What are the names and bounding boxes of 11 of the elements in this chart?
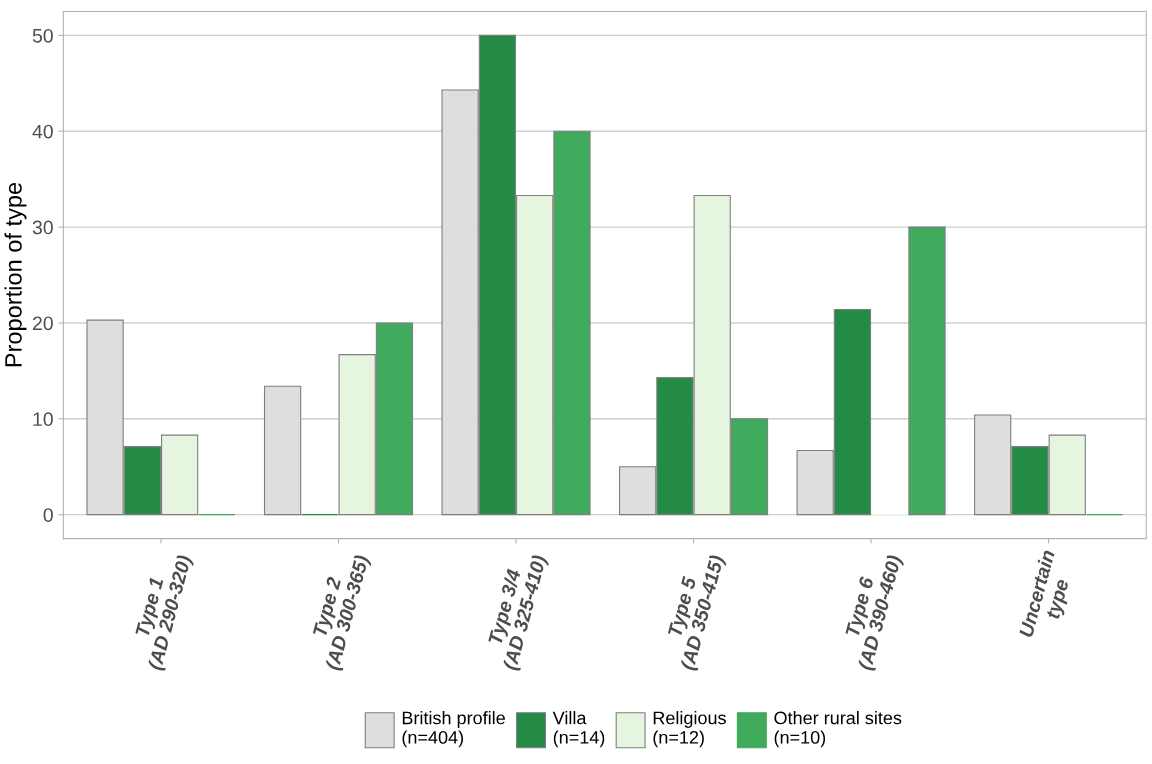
y-tick-label: 40: [32, 124, 53, 139]
y-tick-label: 50: [32, 28, 53, 43]
legend-label: Villa (n=14): [552, 711, 605, 748]
y-tick-label: 20: [32, 316, 53, 331]
legend-label: British profile (n=404): [402, 711, 505, 748]
y-axis-title: Proportion of type: [4, 182, 27, 367]
legend-label: Religious (n=12): [653, 711, 726, 748]
y-tick-label: 0: [43, 508, 53, 522]
y-tick-label: 10: [33, 412, 53, 427]
y-tick-label: 30: [32, 220, 53, 235]
legend-label: Other rural sites (n=10): [774, 711, 902, 748]
